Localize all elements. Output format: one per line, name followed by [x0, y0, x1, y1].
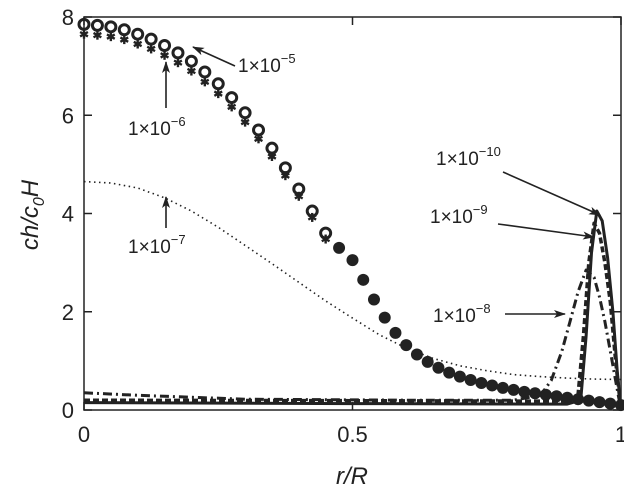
annotation-1e-7: 1×10−7: [128, 196, 186, 258]
data-point-open-circle: [144, 32, 158, 46]
data-point-asterisk: [294, 191, 304, 201]
data-point-filled-circle: [378, 311, 391, 324]
annotation-label: 1×10−6: [128, 114, 186, 140]
annotation-1e-6: 1×10−6: [128, 61, 186, 140]
data-point-asterisk: [227, 102, 237, 112]
data-point-open-circle: [211, 77, 225, 91]
data-point-filled-circle: [593, 396, 606, 409]
annotation-label: 1×10−8: [433, 301, 491, 327]
data-point-open-circle: [117, 23, 131, 37]
data-point-filled-circle: [475, 376, 488, 389]
data-point-filled-circle: [346, 254, 359, 267]
data-point-open-circle: [198, 65, 212, 79]
y-axis-label: ch/c0H: [17, 179, 48, 250]
data-point-filled-circle: [582, 394, 595, 407]
data-point-asterisk: [92, 30, 102, 40]
y-tick-label: 6: [62, 103, 74, 128]
data-point-filled-circle: [464, 374, 477, 387]
data-point-asterisk: [173, 58, 183, 68]
data-point-filled-circle: [410, 348, 423, 361]
data-point-filled-circle: [507, 383, 520, 396]
data-point-asterisk: [267, 152, 277, 162]
data-point-asterisk: [280, 171, 290, 181]
annotation-label: 1×10−10: [436, 144, 501, 170]
arrow-icon: [497, 223, 595, 240]
data-point-open-circle: [238, 106, 252, 120]
data-point-asterisk: [160, 50, 170, 60]
y-tick-label: 2: [62, 300, 74, 325]
data-point-open-circle: [252, 123, 266, 137]
data-point-asterisk: [200, 77, 210, 87]
y-tick-label: 0: [62, 398, 74, 423]
ticks-layer: 0 0.5 1 0 2 4 6 8: [62, 5, 624, 447]
data-point-asterisk: [254, 134, 264, 144]
x-tick-label: 1: [615, 422, 624, 447]
x-axis-label: r/R: [336, 463, 368, 490]
data-point-filled-circle: [518, 385, 531, 398]
x-tick-label: 0.5: [337, 422, 368, 447]
data-point-asterisk: [133, 39, 143, 49]
data-point-filled-circle: [400, 339, 413, 352]
series-1e-6: [79, 29, 331, 244]
data-point-filled-circle: [453, 370, 466, 383]
data-point-asterisk: [307, 212, 317, 222]
y-tick-label: 4: [62, 202, 74, 227]
annotation-layer: 1×10−5 1×10−6 1×10−7 1×10−10 1×10−9 1×10−8: [128, 46, 601, 327]
series-1e-7: [83, 180, 622, 381]
data-point-open-circle: [104, 20, 118, 34]
annotation-1e-5: 1×10−5: [192, 46, 296, 77]
series-1e-8: [83, 268, 623, 411]
data-point-asterisk: [146, 44, 156, 54]
data-point-open-circle: [158, 38, 172, 52]
annotation-label: 1×10−7: [128, 232, 186, 258]
annotation-1e-8: 1×10−8: [433, 301, 566, 327]
data-point-asterisk: [240, 117, 250, 127]
data-point-filled-circle: [550, 390, 563, 403]
data-point-asterisk: [213, 89, 223, 99]
data-point-filled-circle: [367, 293, 380, 306]
annotation-label: 1×10−9: [430, 202, 488, 228]
data-point-filled-circle: [357, 273, 370, 286]
plot-frame: [83, 16, 622, 411]
data-point-filled-circle: [443, 366, 456, 379]
series-line-1e-7: [83, 180, 622, 381]
data-point-filled-circle: [604, 397, 617, 410]
data-point-asterisk: [186, 66, 196, 76]
series-1e-5: [77, 17, 624, 412]
arrow-icon: [502, 171, 601, 216]
y-tick-label: 8: [62, 5, 74, 30]
data-point-open-circle: [184, 54, 198, 68]
data-point-asterisk: [119, 35, 129, 45]
data-point-filled-circle: [432, 361, 445, 374]
data-point-asterisk: [106, 32, 116, 42]
data-point-filled-circle: [496, 381, 509, 394]
data-point-open-circle: [131, 27, 145, 41]
data-point-open-circle: [90, 18, 104, 32]
arrow-icon: [192, 46, 236, 67]
data-point-filled-circle: [333, 241, 346, 254]
data-point-filled-circle: [389, 326, 402, 339]
data-point-filled-circle: [421, 355, 434, 368]
data-point-open-circle: [225, 91, 239, 105]
data-point-filled-circle: [486, 379, 499, 392]
annotation-label: 1×10−5: [238, 51, 296, 77]
annotation-1e-10: 1×10−10: [436, 144, 601, 216]
x-tick-label: 0: [78, 422, 90, 447]
data-point-open-circle: [171, 46, 185, 60]
annotation-1e-9: 1×10−9: [430, 202, 595, 240]
series-line-1e-8: [83, 268, 623, 411]
data-point-asterisk: [321, 234, 331, 244]
data-point-filled-circle: [529, 387, 542, 400]
series-layer: [77, 17, 624, 412]
data-point-open-circle: [265, 141, 279, 155]
